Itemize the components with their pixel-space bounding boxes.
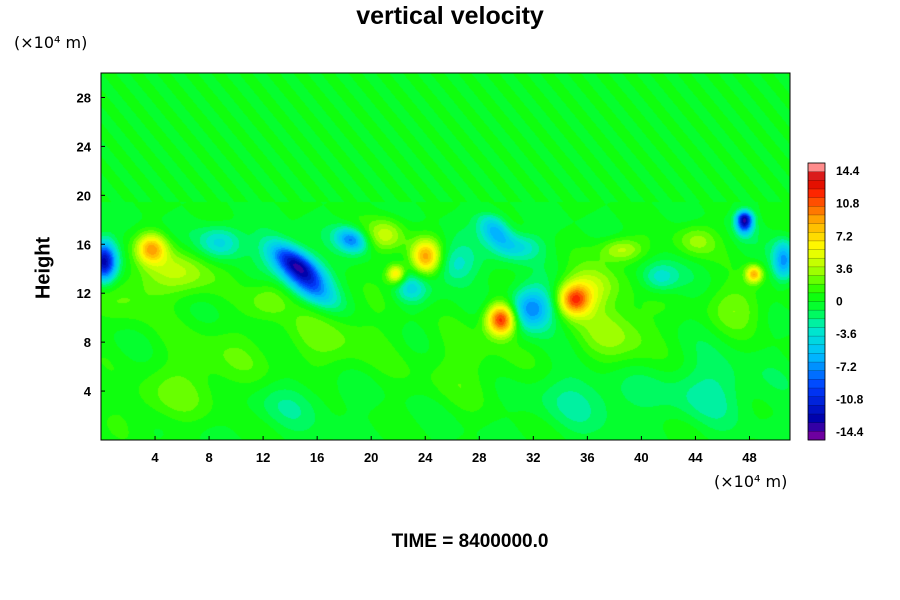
colorbar-tick-label: -10.8: [836, 392, 864, 406]
x-tick-label: 20: [364, 450, 378, 465]
colorbar-segment: [808, 362, 825, 372]
plot-frame: [100, 72, 791, 441]
colorbar-segment: [808, 388, 825, 398]
colorbar-segment: [808, 197, 825, 207]
x-tick-label: 40: [634, 450, 648, 465]
colorbar-tick-label: -3.6: [836, 327, 857, 341]
colorbar-frame: [807, 162, 826, 441]
colorbar-segment: [808, 232, 825, 242]
time-value: 8400000.0: [458, 531, 549, 552]
time-label-prefix: TIME =: [391, 531, 459, 552]
colorbar-segment: [808, 180, 825, 190]
time-label: TIME = 8400000.0: [0, 531, 900, 553]
colorbar-tick-label: 14.4: [836, 164, 860, 178]
colorbar-segment: [808, 275, 825, 285]
colorbar-segment: [808, 318, 825, 328]
colorbar-segment: [808, 405, 825, 415]
colorbar-tick-label: 7.2: [836, 229, 853, 243]
colorbar-segment: [808, 431, 825, 441]
x-tick-label: 24: [418, 450, 433, 465]
y-tick-label: 28: [77, 90, 91, 105]
colorbar-segment: [808, 301, 825, 311]
x-tick-label: 32: [526, 450, 540, 465]
colorbar-segment: [808, 206, 825, 216]
x-tick-label: 4: [151, 450, 159, 465]
y-axis-ticks: 4 8 12 16 20 24 28: [77, 90, 105, 399]
x-tick-label: 44: [688, 450, 703, 465]
chart-title: vertical velocity: [356, 2, 544, 30]
colorbar-tick-label: 0: [836, 295, 843, 309]
colorbar-segment: [808, 171, 825, 181]
x-axis-unit-label: (×10⁴ m): [714, 472, 788, 491]
colorbar-segment: [808, 327, 825, 337]
colorbar-segment: [808, 414, 825, 423]
colorbar-tick-label: -14.4: [836, 425, 864, 439]
colorbar-segment: [808, 292, 825, 302]
x-tick-label: 16: [310, 450, 324, 465]
y-tick-label: 24: [77, 139, 92, 154]
x-tick-label: 12: [256, 450, 270, 465]
colorbar-segment: [808, 188, 825, 198]
colorbar-tick-label: 3.6: [836, 262, 853, 276]
y-tick-label: 16: [77, 237, 91, 252]
velocity-field: [101, 73, 790, 440]
y-tick-label: 20: [77, 188, 91, 203]
velocity-field-image: [101, 73, 790, 440]
x-tick-label: 48: [742, 450, 756, 465]
colorbar-segment: [808, 249, 825, 259]
y-tick-label: 12: [77, 286, 91, 301]
colorbar-segment: [808, 163, 825, 172]
colorbar-segment: [808, 258, 825, 268]
x-axis-ticks: 4 8 12 16 20 24 28 32 36 40 44 48: [151, 436, 757, 465]
colorbar-segment: [808, 240, 825, 250]
colorbar-segment: [808, 284, 825, 294]
colorbar-segment: [808, 353, 825, 363]
colorbar-segment: [808, 379, 825, 389]
colorbar-segment: [808, 223, 825, 233]
colorbar-segment: [808, 214, 825, 224]
colorbar-segment: [808, 344, 825, 354]
colorbar: 14.4 10.8 7.2 3.6 0 -3.6 -7.2 -10.8 -14.4: [807, 162, 864, 441]
colorbar-segment: [808, 266, 825, 276]
y-tick-label: 4: [84, 384, 92, 399]
colorbar-tick-label: 10.8: [836, 197, 860, 211]
x-tick-label: 28: [472, 450, 486, 465]
colorbar-segment: [808, 422, 825, 432]
y-tick-label: 8: [84, 335, 91, 350]
colorbar-segment: [808, 310, 825, 320]
colorbar-segment: [808, 336, 825, 346]
colorbar-segment: [808, 370, 825, 380]
y-axis-unit-label: (×10⁴ m): [14, 33, 88, 52]
colorbar-segment: [808, 396, 825, 406]
colorbar-tick-label: -7.2: [836, 360, 857, 374]
x-tick-label: 8: [205, 450, 212, 465]
x-tick-label: 36: [580, 450, 594, 465]
